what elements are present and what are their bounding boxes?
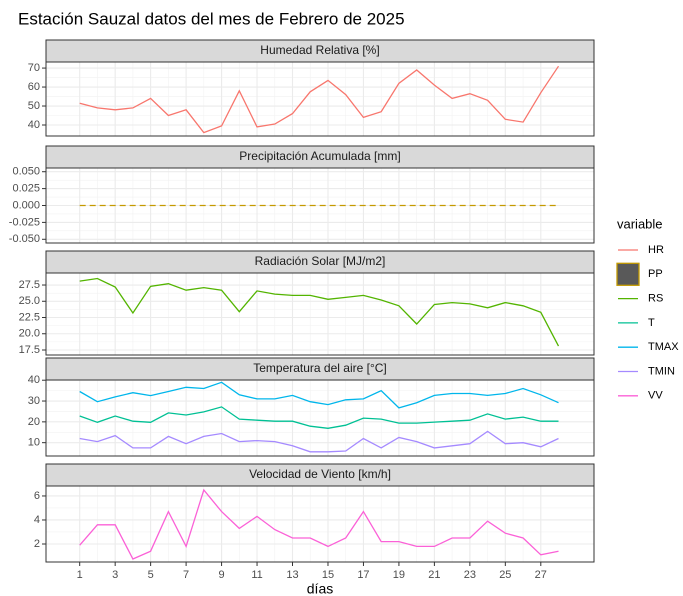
y-tick-label: 0.000: [12, 199, 40, 211]
line: [79, 406, 559, 429]
y-tick-label: 40: [28, 119, 40, 131]
y-tick-label: 10: [28, 437, 40, 449]
y-tick-label: 20: [28, 416, 40, 428]
line: [79, 277, 560, 347]
legend-title: variable: [617, 216, 663, 231]
y-tick-label: 0.050: [12, 166, 40, 178]
panel: [46, 486, 594, 562]
y-tick-label: -0.025: [9, 216, 40, 228]
legend-label: PP: [648, 268, 663, 280]
x-tick-label: 15: [322, 569, 334, 581]
x-tick-label: 25: [499, 569, 511, 581]
y-tick-label: 6: [34, 490, 40, 502]
y-tick-label: 0.025: [12, 183, 40, 195]
legend-label: VV: [648, 390, 663, 402]
x-tick-label: 3: [112, 569, 118, 581]
panel: [46, 62, 594, 136]
panel-border: [45, 61, 595, 137]
y-tick-label: 70: [28, 62, 40, 74]
panel-border: [45, 167, 595, 244]
legend-label: TMAX: [648, 341, 679, 353]
x-tick-label: 7: [183, 569, 189, 581]
panel-title: Temperatura del aire [°C]: [253, 361, 387, 375]
y-tick-label: 25.0: [19, 295, 40, 307]
panel-border: [45, 272, 595, 356]
legend-key: [616, 262, 640, 286]
panel-border: [45, 485, 595, 563]
legend-label: HR: [648, 244, 664, 256]
chart-title: Estación Sauzal datos del mes de Febrero…: [18, 9, 405, 28]
x-tick-label: 27: [535, 569, 547, 581]
y-tick-label: 2: [34, 538, 40, 550]
legend-label: RS: [648, 293, 663, 305]
x-axis-label: días: [307, 581, 333, 596]
y-tick-label: 40: [28, 374, 40, 386]
y-tick-label: -0.050: [9, 233, 40, 245]
panel-title: Humedad Relativa [%]: [260, 43, 379, 57]
line: [79, 381, 559, 409]
y-tick-label: 4: [34, 514, 40, 526]
x-tick-label: 11: [251, 569, 262, 581]
y-tick-label: 17.5: [19, 344, 40, 356]
legend-label: TMIN: [648, 365, 675, 377]
x-tick-label: 23: [464, 569, 476, 581]
panel-title: Velocidad de Viento [km/h]: [249, 467, 391, 481]
x-tick-label: 21: [428, 569, 440, 581]
panel-border: [45, 379, 595, 457]
x-tick-label: 1: [77, 569, 83, 581]
x-tick-label: 13: [286, 569, 298, 581]
y-tick-label: 50: [28, 100, 40, 112]
x-tick-label: 19: [393, 569, 405, 581]
y-tick-label: 30: [28, 395, 40, 407]
panel-title: Radiación Solar [MJ/m2]: [255, 254, 386, 268]
line: [79, 430, 559, 453]
y-tick-label: 27.5: [19, 279, 40, 291]
x-tick-label: 5: [148, 569, 154, 581]
panel-title: Precipitación Acumulada [mm]: [239, 149, 400, 163]
y-tick-label: 60: [28, 81, 40, 93]
panel: [46, 273, 594, 355]
legend-label: T: [648, 317, 655, 329]
y-tick-label: 20.0: [19, 328, 40, 340]
x-tick-label: 9: [219, 569, 225, 581]
line: [79, 65, 560, 134]
x-tick-label: 17: [357, 569, 369, 581]
line: [79, 488, 559, 560]
y-tick-label: 22.5: [19, 311, 40, 323]
